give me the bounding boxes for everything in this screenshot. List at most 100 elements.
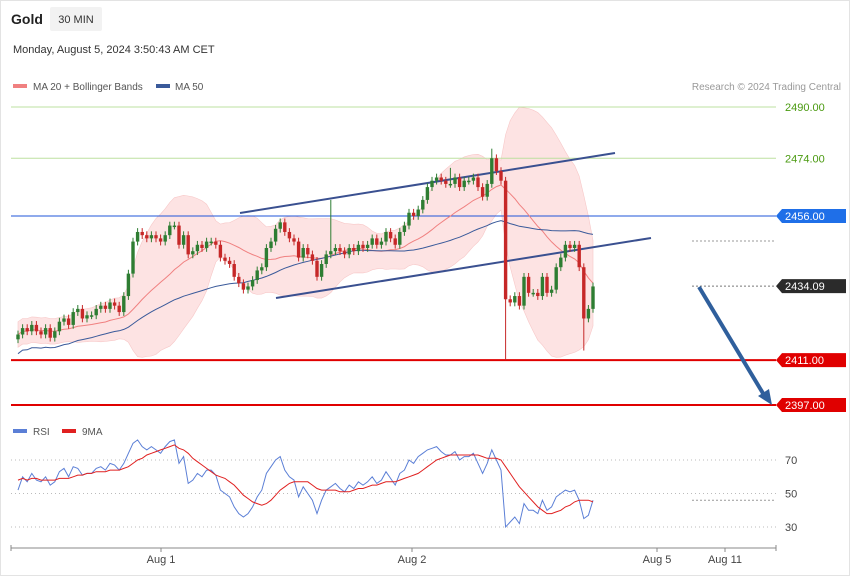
timeframe-button[interactable] (50, 7, 102, 31)
candle-body (448, 183, 453, 186)
legend-9ma-swatch (62, 429, 76, 433)
candle-62 (301, 244, 305, 262)
candle-19 (103, 301, 108, 313)
legend-rsi-label: RSI (33, 427, 50, 438)
candle-body (411, 212, 416, 216)
candle-81 (388, 228, 393, 243)
candle-body (384, 231, 388, 242)
x-tick-label-3: Aug 11 (708, 554, 742, 566)
candle-body (352, 247, 356, 252)
candle-body (135, 231, 140, 242)
candle-body (361, 244, 365, 248)
candle-body (76, 308, 80, 313)
bollinger-band-area (17, 106, 594, 358)
rsi-9ma-line (17, 444, 594, 515)
candle-72 (347, 244, 351, 259)
candle-87 (416, 205, 420, 220)
candle-114 (540, 272, 545, 300)
candle-body (319, 264, 324, 277)
candle-body (499, 171, 503, 181)
level-label-resistance-1: 2474.00 (785, 153, 825, 165)
candle-93 (444, 176, 448, 188)
candle-22 (117, 301, 121, 316)
candle-121 (572, 240, 577, 252)
candle-1 (20, 324, 25, 339)
candle-21 (112, 298, 117, 310)
candle-108 (513, 292, 517, 307)
candle-52 (255, 266, 259, 284)
bollinger-bands (17, 106, 594, 358)
candle-76 (365, 240, 370, 252)
candle-body (577, 244, 581, 268)
candle-74 (356, 240, 361, 256)
candle-10 (62, 314, 66, 326)
ma50-line (17, 220, 594, 355)
candle-77 (370, 234, 374, 249)
level-label-support-1: 2411.00 (785, 355, 824, 367)
candles (16, 148, 595, 361)
candle-body (301, 247, 305, 258)
trend-channel (239, 152, 652, 299)
candle-88 (421, 196, 425, 214)
candle-body (430, 180, 434, 188)
candle-body (260, 267, 264, 271)
candle-body (154, 235, 158, 239)
candle-body (338, 247, 342, 252)
candle-47 (232, 260, 236, 281)
symbol-title: Gold (11, 11, 43, 27)
candle-24 (126, 269, 131, 300)
candle-body (108, 302, 112, 309)
candle-73 (352, 244, 356, 256)
candle-body (522, 276, 526, 306)
candle-11 (66, 314, 71, 329)
candle-body (559, 257, 563, 268)
candle-body (264, 247, 269, 268)
candle-body (48, 328, 52, 338)
legend-9ma-label: 9MA (82, 427, 103, 438)
candle-115 (545, 272, 549, 297)
candle-35 (177, 221, 181, 249)
candle-body (329, 251, 333, 255)
candle-101 (480, 183, 485, 201)
level-tag-pivot (776, 208, 846, 223)
candle-body (494, 158, 499, 172)
candle-body (25, 328, 29, 332)
candle-body (526, 276, 531, 293)
candle-103 (490, 148, 494, 188)
candle-body (425, 187, 430, 200)
candle-49 (241, 279, 246, 294)
candle-29 (149, 231, 154, 243)
candle-body (214, 241, 218, 245)
candle-112 (531, 289, 535, 297)
candle-body (209, 241, 213, 244)
credit-label: Research © 2024 Trading Central (692, 82, 841, 93)
candle-body (457, 177, 462, 188)
candle-body (444, 180, 448, 184)
rsi-tick-label-50: 50 (785, 489, 797, 501)
candle-body (480, 187, 485, 197)
candle-body (158, 238, 163, 242)
candle-body (416, 209, 420, 216)
candle-body (103, 305, 108, 309)
candle-body (513, 296, 517, 303)
candle-body (333, 247, 338, 252)
x-axis-ticks: Aug 1 Aug 2 Aug 5 Aug 11 (147, 548, 742, 566)
candle-36 (181, 231, 186, 249)
candle-body (568, 244, 572, 248)
candle-0 (16, 330, 20, 344)
candle-body (462, 180, 466, 188)
x-tick-label-2: Aug 5 (643, 554, 672, 566)
candle-body (30, 324, 34, 332)
candle-7 (48, 324, 52, 342)
candle-34 (172, 221, 177, 230)
candle-28 (145, 231, 149, 243)
candle-body (43, 328, 48, 335)
candle-body (131, 241, 135, 274)
candle-48 (237, 272, 241, 288)
candle-70 (338, 244, 342, 256)
legend-ma20-swatch (13, 84, 27, 88)
candle-body (490, 158, 494, 184)
candle-82 (393, 234, 397, 249)
candle-106 (503, 176, 508, 361)
candle-60 (292, 234, 296, 246)
